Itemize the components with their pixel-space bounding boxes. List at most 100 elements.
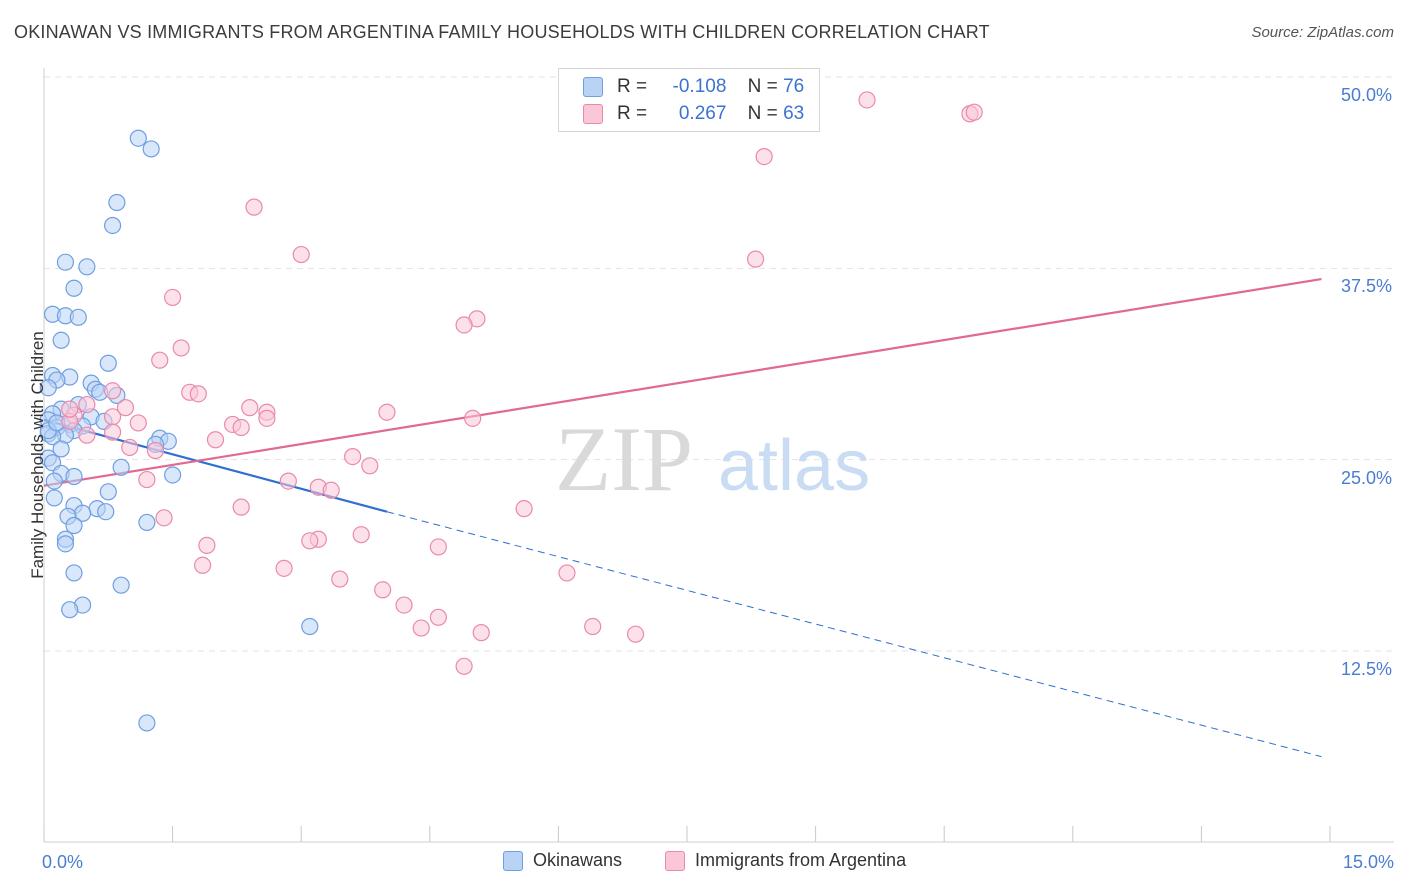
point-okinawans[interactable]	[65, 516, 83, 535]
point-okinawans[interactable]	[45, 472, 63, 490]
blue-swatch	[583, 77, 603, 97]
point-argentina[interactable]	[151, 351, 169, 369]
point-argentina[interactable]	[584, 617, 602, 636]
y-tick-label: 37.5%	[1340, 276, 1392, 297]
point-argentina[interactable]	[515, 500, 533, 518]
point-okinawans[interactable]	[65, 564, 83, 582]
point-okinawans[interactable]	[45, 489, 63, 507]
point-argentina[interactable]	[755, 147, 773, 166]
point-argentina[interactable]	[301, 532, 319, 550]
point-argentina[interactable]	[258, 409, 276, 427]
point-argentina[interactable]	[206, 431, 225, 449]
point-argentina[interactable]	[78, 426, 96, 444]
point-argentina[interactable]	[626, 625, 645, 643]
point-argentina[interactable]	[103, 382, 122, 400]
point-argentina[interactable]	[858, 91, 876, 109]
point-okinawans[interactable]	[65, 279, 83, 297]
point-argentina[interactable]	[189, 385, 207, 403]
point-okinawans[interactable]	[112, 458, 130, 476]
point-argentina[interactable]	[352, 526, 370, 544]
point-okinawans[interactable]	[99, 354, 117, 372]
point-okinawans[interactable]	[142, 140, 160, 158]
point-argentina[interactable]	[172, 339, 190, 357]
point-okinawans[interactable]	[78, 258, 96, 276]
x-tick-label: 0.0%	[42, 852, 84, 872]
point-argentina[interactable]	[395, 596, 413, 614]
point-argentina[interactable]	[61, 400, 79, 418]
point-argentina[interactable]	[429, 538, 447, 556]
trendlines	[43, 277, 1322, 758]
point-argentina[interactable]	[129, 414, 147, 432]
points	[39, 91, 983, 732]
point-argentina[interactable]	[429, 608, 447, 626]
point-okinawans[interactable]	[65, 467, 83, 486]
point-argentina[interactable]	[378, 403, 396, 421]
point-okinawans[interactable]	[56, 253, 75, 271]
point-argentina[interactable]	[198, 536, 216, 554]
trendline-argentina	[43, 277, 1322, 487]
legend-swatch-pink	[665, 850, 685, 871]
pink-r-label: R =	[617, 103, 648, 124]
point-okinawans[interactable]	[103, 216, 122, 235]
point-okinawans[interactable]	[108, 193, 126, 212]
blue-n-value: 76	[783, 76, 805, 97]
point-argentina[interactable]	[155, 509, 173, 527]
legend-label-okinawans: Okinawans	[533, 850, 623, 870]
watermark-atlas: atlas	[718, 426, 870, 506]
point-argentina[interactable]	[241, 399, 259, 417]
point-argentina[interactable]	[116, 399, 135, 417]
point-argentina[interactable]	[965, 103, 983, 121]
point-okinawans[interactable]	[52, 440, 70, 458]
point-argentina[interactable]	[245, 198, 263, 216]
point-argentina[interactable]	[464, 409, 482, 427]
point-argentina[interactable]	[279, 472, 297, 490]
point-okinawans[interactable]	[52, 331, 70, 349]
point-okinawans[interactable]	[56, 535, 75, 553]
point-argentina[interactable]	[322, 481, 340, 499]
point-argentina[interactable]	[138, 470, 156, 489]
legend-item-argentina[interactable]: Immigrants from Argentina	[665, 850, 906, 871]
point-argentina[interactable]	[455, 657, 473, 675]
pink-r-value: 0.267	[678, 103, 727, 124]
legend-label-argentina: Immigrants from Argentina	[695, 850, 907, 870]
bottom-legend: Okinawans Immigrants from Argentina	[0, 850, 1406, 880]
point-argentina[interactable]	[455, 316, 473, 334]
point-argentina[interactable]	[164, 288, 182, 307]
y-tick-label: 50.0%	[1340, 85, 1392, 105]
legend-swatch-blue	[503, 850, 523, 871]
point-okinawans[interactable]	[99, 483, 117, 501]
point-argentina[interactable]	[275, 559, 293, 577]
point-argentina[interactable]	[78, 395, 96, 414]
point-okinawans[interactable]	[301, 617, 319, 636]
chart-title: OKINAWAN VS IMMIGRANTS FROM ARGENTINA FA…	[14, 22, 990, 42]
point-argentina[interactable]	[361, 457, 379, 475]
point-argentina[interactable]	[344, 448, 362, 466]
point-argentina[interactable]	[121, 438, 139, 457]
point-okinawans[interactable]	[97, 503, 115, 521]
grid-lines	[44, 76, 1394, 652]
point-okinawans[interactable]	[164, 466, 182, 484]
point-okinawans[interactable]	[39, 379, 57, 397]
point-argentina[interactable]	[103, 423, 122, 441]
point-argentina[interactable]	[232, 498, 250, 516]
legend-item-okinawans[interactable]: Okinawans	[503, 850, 622, 871]
point-argentina[interactable]	[292, 245, 310, 264]
point-okinawans[interactable]	[112, 576, 130, 594]
point-okinawans[interactable]	[129, 129, 147, 147]
point-argentina[interactable]	[374, 581, 392, 599]
trendline-okinawans-extrapolated	[386, 511, 1322, 758]
point-argentina[interactable]	[472, 624, 490, 642]
point-argentina[interactable]	[746, 250, 765, 268]
point-okinawans[interactable]	[138, 513, 156, 532]
point-argentina[interactable]	[194, 556, 212, 574]
point-argentina[interactable]	[103, 408, 122, 426]
watermark: ZIP atlas	[555, 408, 870, 510]
point-argentina[interactable]	[558, 564, 576, 582]
point-argentina[interactable]	[146, 441, 165, 460]
point-argentina[interactable]	[232, 418, 250, 437]
point-argentina[interactable]	[412, 619, 430, 637]
point-okinawans[interactable]	[61, 601, 79, 619]
point-argentina[interactable]	[331, 570, 349, 588]
point-okinawans[interactable]	[69, 308, 87, 326]
point-okinawans[interactable]	[138, 714, 156, 732]
